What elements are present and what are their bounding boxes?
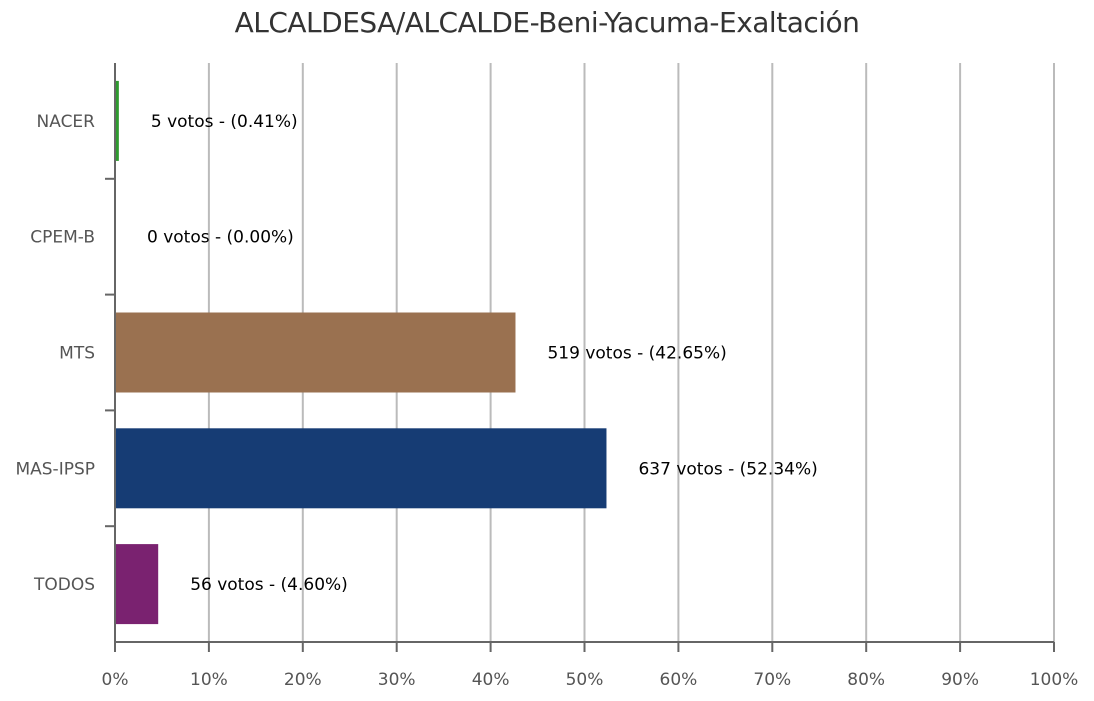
x-tick-label: 90% — [941, 670, 979, 690]
data-label: 637 votos - (52.34%) — [638, 459, 817, 479]
category-label: NACER — [37, 112, 96, 132]
category-label: MTS — [59, 344, 95, 364]
x-tick-label: 20% — [284, 670, 322, 690]
data-label: 56 votos - (4.60%) — [190, 575, 348, 595]
x-tick-label: 40% — [472, 670, 510, 690]
data-label: 0 votos - (0.00%) — [147, 228, 294, 248]
x-tick-label: 60% — [660, 670, 698, 690]
x-tick-label: 80% — [847, 670, 885, 690]
x-tick-label: 30% — [378, 670, 416, 690]
x-tick-label: 0% — [102, 670, 129, 690]
chart-title: ALCALDESA/ALCALDE-Beni-Yacuma-Exaltación — [234, 6, 860, 39]
category-label: TODOS — [33, 575, 95, 595]
bar-todos — [116, 544, 159, 625]
data-label: 5 votos - (0.41%) — [151, 112, 298, 132]
x-tick-label: 10% — [190, 670, 228, 690]
x-tick-label: 100% — [1030, 670, 1079, 690]
x-tick-label: 70% — [753, 670, 791, 690]
bar-mts — [116, 312, 516, 393]
x-tick-label: 50% — [566, 670, 604, 690]
bar-mas-ipsp — [116, 428, 607, 509]
category-label: CPEM-B — [30, 228, 95, 248]
bar-nacer — [116, 80, 119, 161]
category-label: MAS-IPSP — [15, 459, 95, 479]
data-label: 519 votos - (42.65%) — [547, 344, 726, 364]
